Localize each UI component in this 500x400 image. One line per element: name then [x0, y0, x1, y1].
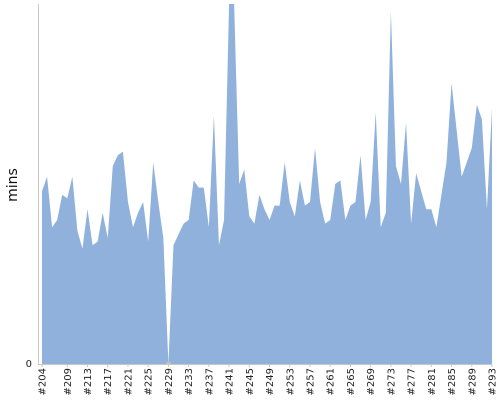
x-tick-label: #289 [467, 368, 478, 395]
x-tick-label: #277 [407, 368, 418, 395]
x-tick-label: #257 [305, 368, 316, 395]
x-tick-label: #221 [123, 368, 134, 395]
x-tick-label: #213 [83, 368, 94, 395]
x-tick-label: #217 [103, 368, 114, 395]
x-tick-label: #253 [285, 368, 296, 395]
x-tick-label: #225 [144, 368, 155, 395]
x-tick-label: #261 [326, 368, 337, 395]
x-tick-label: #249 [265, 368, 276, 395]
area-series [42, 4, 492, 364]
y-axis-label: mins [5, 168, 21, 202]
x-tick-label: #273 [386, 368, 397, 395]
x-tick-label: #237 [204, 368, 215, 395]
x-tick-label: #204 [38, 368, 49, 395]
x-tick-label: #285 [447, 368, 458, 395]
x-tick-label: #269 [366, 368, 377, 395]
x-tick-label: #241 [225, 368, 236, 395]
x-tick-labels: #204 #209 #213 #217 #221 #225 #229 #233 #237 #241… [38, 364, 499, 395]
y-tick-label-0: 0 [26, 359, 32, 370]
x-tick-label: #245 [245, 368, 256, 395]
x-tick-label: #281 [427, 368, 438, 395]
x-tick-label: #265 [346, 368, 357, 395]
x-tick-label: #233 [184, 368, 195, 395]
series-area [42, 4, 492, 364]
x-tick-label: #293 [488, 368, 499, 395]
x-tick-label: #229 [164, 368, 175, 395]
x-tick-label: #209 [63, 368, 74, 395]
